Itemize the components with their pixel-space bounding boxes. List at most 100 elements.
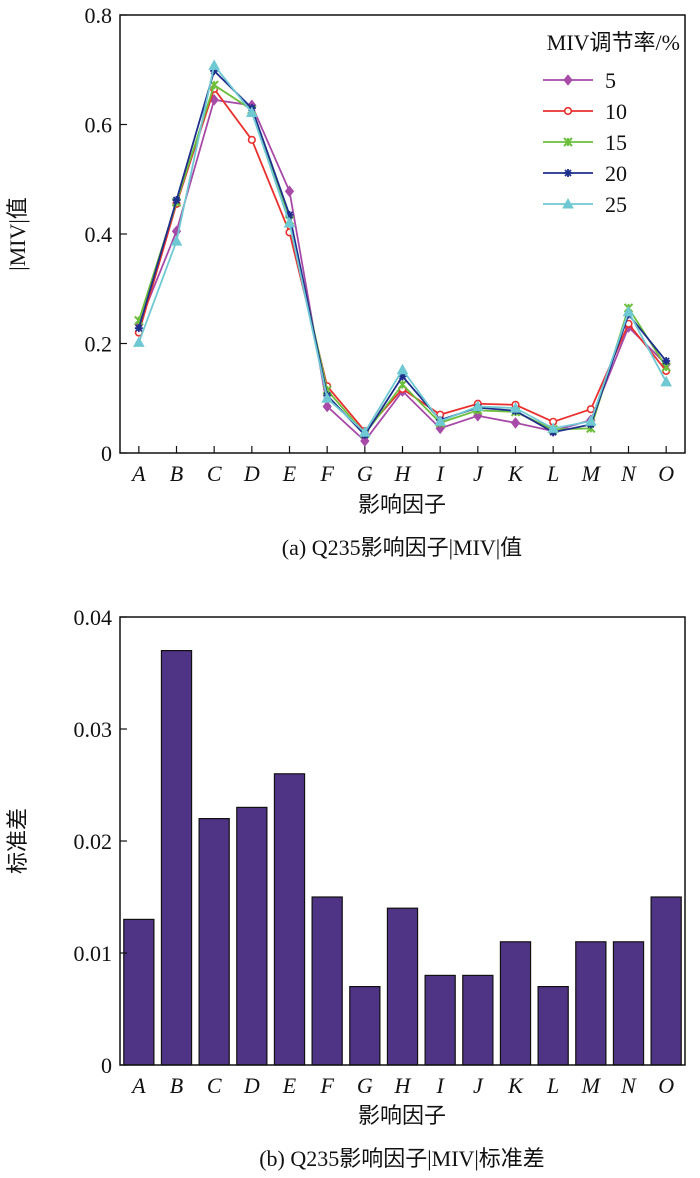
legend-marker — [563, 106, 573, 116]
data-point — [586, 405, 595, 414]
bar-E — [273, 773, 306, 1066]
data-point — [584, 415, 597, 426]
line-chart-series-group — [132, 59, 673, 447]
data-point — [321, 392, 334, 403]
data-point — [622, 305, 635, 317]
bar-J — [462, 974, 494, 1066]
bar-I — [424, 974, 456, 1066]
x-tick-label: H — [394, 1073, 412, 1098]
x-tick-label: N — [620, 1073, 637, 1098]
data-point — [510, 417, 521, 429]
x-tick-label: G — [357, 1073, 373, 1098]
line-chart-x-axis-title: 影响因子 — [358, 492, 446, 517]
y-tick-label: 0.2 — [85, 332, 113, 357]
legend-marker — [564, 169, 572, 177]
line-chart-legend: MIV调节率/% 5 10 15 20 25 — [543, 30, 680, 217]
bar-A — [123, 918, 155, 1066]
data-point — [132, 336, 145, 347]
legend-marker — [562, 197, 574, 209]
data-point — [208, 59, 221, 70]
y-tick-label: 0.04 — [74, 605, 113, 630]
x-tick-label: D — [243, 1073, 260, 1098]
x-tick-label: O — [658, 461, 674, 486]
data-point — [660, 375, 673, 387]
data-point — [322, 400, 332, 413]
data-point — [170, 235, 183, 246]
line-chart-axes: 0 0.2 0.4 0.6 0.8 A B C D E F G H I J K L M N O — [85, 3, 675, 486]
x-tick-label: E — [282, 1073, 297, 1098]
data-point — [247, 135, 256, 144]
x-tick-label: I — [436, 1073, 446, 1098]
y-tick-label: 0.02 — [74, 829, 113, 854]
bar-O — [650, 896, 682, 1066]
x-tick-label: A — [130, 461, 146, 486]
legend-label: 5 — [605, 68, 616, 93]
bar-M — [575, 941, 607, 1066]
bar-chart-bars-group — [123, 649, 682, 1066]
x-tick-label: A — [130, 1073, 146, 1098]
data-point — [358, 426, 371, 437]
data-point — [434, 415, 447, 426]
bar-B — [160, 649, 193, 1066]
data-point — [662, 357, 671, 366]
x-tick-label: I — [436, 461, 446, 486]
bar-F — [311, 896, 343, 1066]
data-point — [283, 217, 296, 228]
x-tick-label: K — [507, 1073, 524, 1098]
legend-marker — [563, 74, 573, 86]
legend-entry: 5 — [543, 68, 616, 93]
bar-L — [537, 985, 569, 1066]
data-point — [284, 185, 295, 198]
bar-D — [236, 806, 268, 1066]
legend-label: 25 — [605, 192, 627, 217]
data-point — [360, 435, 370, 447]
series-5 — [134, 94, 671, 447]
x-tick-label: C — [207, 461, 222, 486]
data-point — [172, 196, 181, 205]
bar-K — [499, 941, 532, 1066]
x-tick-label: O — [658, 1073, 674, 1098]
x-tick-label: K — [507, 461, 524, 486]
x-tick-label: N — [620, 461, 637, 486]
series-15 — [134, 80, 671, 439]
x-tick-label: D — [243, 461, 260, 486]
x-tick-label: L — [546, 1073, 559, 1098]
x-tick-label: G — [357, 461, 373, 486]
line-chart-caption: (a) Q235影响因子|MIV|值 — [282, 535, 522, 560]
data-point — [398, 372, 407, 381]
x-tick-label: L — [546, 461, 559, 486]
line-chart-panel: 0 0.2 0.4 0.6 0.8 A B C D E F G H I J K L M N O MIV调节率/% 5 1… — [5, 3, 686, 560]
legend-entry: 15 — [543, 130, 627, 155]
line-chart-y-axis-title: |MIV|值 — [5, 197, 30, 271]
data-point — [396, 363, 409, 375]
bar-G — [349, 985, 381, 1066]
legend-label: 20 — [605, 161, 627, 186]
x-tick-label: J — [473, 461, 484, 486]
data-point — [471, 400, 484, 411]
legend-entry: 10 — [543, 99, 627, 124]
bar-H — [386, 907, 419, 1066]
legend-entry: 25 — [543, 192, 627, 217]
data-point — [210, 66, 219, 75]
data-point — [509, 402, 522, 413]
data-point — [547, 422, 560, 433]
legend-label: 15 — [605, 130, 627, 155]
x-tick-label: J — [473, 1073, 484, 1098]
y-tick-label: 0.03 — [74, 717, 113, 742]
y-tick-label: 0 — [101, 441, 112, 466]
data-point — [285, 210, 294, 219]
series-25 — [132, 59, 673, 437]
x-tick-label: F — [319, 461, 334, 486]
x-tick-label: B — [170, 461, 183, 486]
legend-label: 10 — [605, 99, 627, 124]
y-tick-label: 0.8 — [85, 3, 113, 28]
bar-chart-caption: (b) Q235影响因子|MIV|标准差 — [259, 1146, 545, 1171]
x-tick-label: E — [282, 461, 297, 486]
legend-marker — [563, 137, 573, 147]
data-point — [134, 324, 143, 333]
bar-C — [198, 817, 230, 1066]
x-tick-label: M — [581, 1073, 602, 1098]
x-tick-label: M — [581, 461, 602, 486]
x-tick-label: H — [394, 461, 412, 486]
bar-chart-axes: 0 0.01 0.02 0.03 0.04 A B C D E F G H I J K L M N O — [74, 605, 675, 1098]
